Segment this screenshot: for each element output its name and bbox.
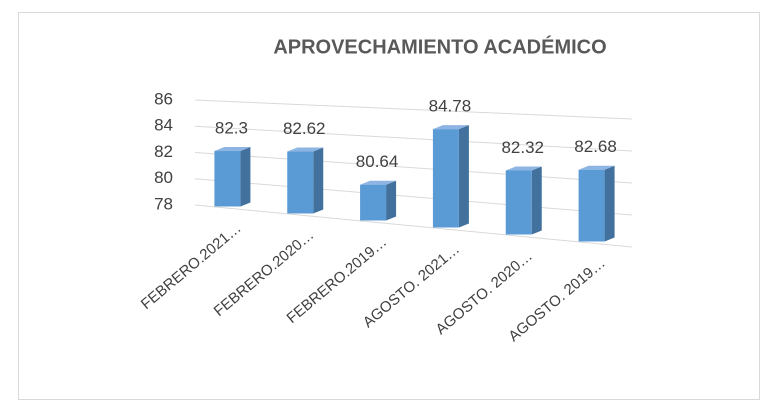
chart-title: APROVECHAMIENTO ACADÉMICO — [273, 35, 606, 58]
bar-top — [432, 125, 469, 130]
y-tick-label: 80 — [154, 168, 173, 187]
grid-line — [194, 125, 633, 152]
data-label: 84.78 — [429, 97, 472, 116]
grid-line — [194, 204, 633, 248]
bar — [432, 129, 459, 228]
data-label: 82.62 — [283, 119, 326, 138]
data-label: 82.3 — [215, 119, 248, 138]
bar — [287, 151, 314, 214]
bar — [360, 184, 387, 221]
bar-side — [604, 165, 615, 242]
data-label: 82.32 — [501, 138, 544, 157]
bar-top — [214, 147, 251, 152]
bar-side — [240, 147, 251, 207]
bar-side — [458, 125, 469, 228]
grid-line — [194, 99, 633, 120]
y-tick-label: 86 — [154, 89, 173, 108]
bar-side — [313, 147, 324, 214]
bar-side — [386, 180, 397, 221]
bar — [505, 170, 532, 235]
bar-top — [578, 165, 615, 170]
bar-side — [531, 166, 542, 235]
data-label: 82.68 — [574, 137, 617, 156]
grid-line — [194, 178, 633, 216]
y-tick-label: 78 — [154, 194, 173, 213]
y-tick-label: 84 — [154, 116, 173, 135]
bar-top — [287, 147, 324, 152]
bar — [578, 169, 605, 242]
bar-top — [505, 166, 542, 171]
y-tick-label: 82 — [154, 142, 173, 161]
bar — [214, 151, 241, 207]
grid-line — [194, 152, 633, 184]
bar-top — [360, 180, 397, 185]
data-label: 80.64 — [356, 152, 399, 171]
